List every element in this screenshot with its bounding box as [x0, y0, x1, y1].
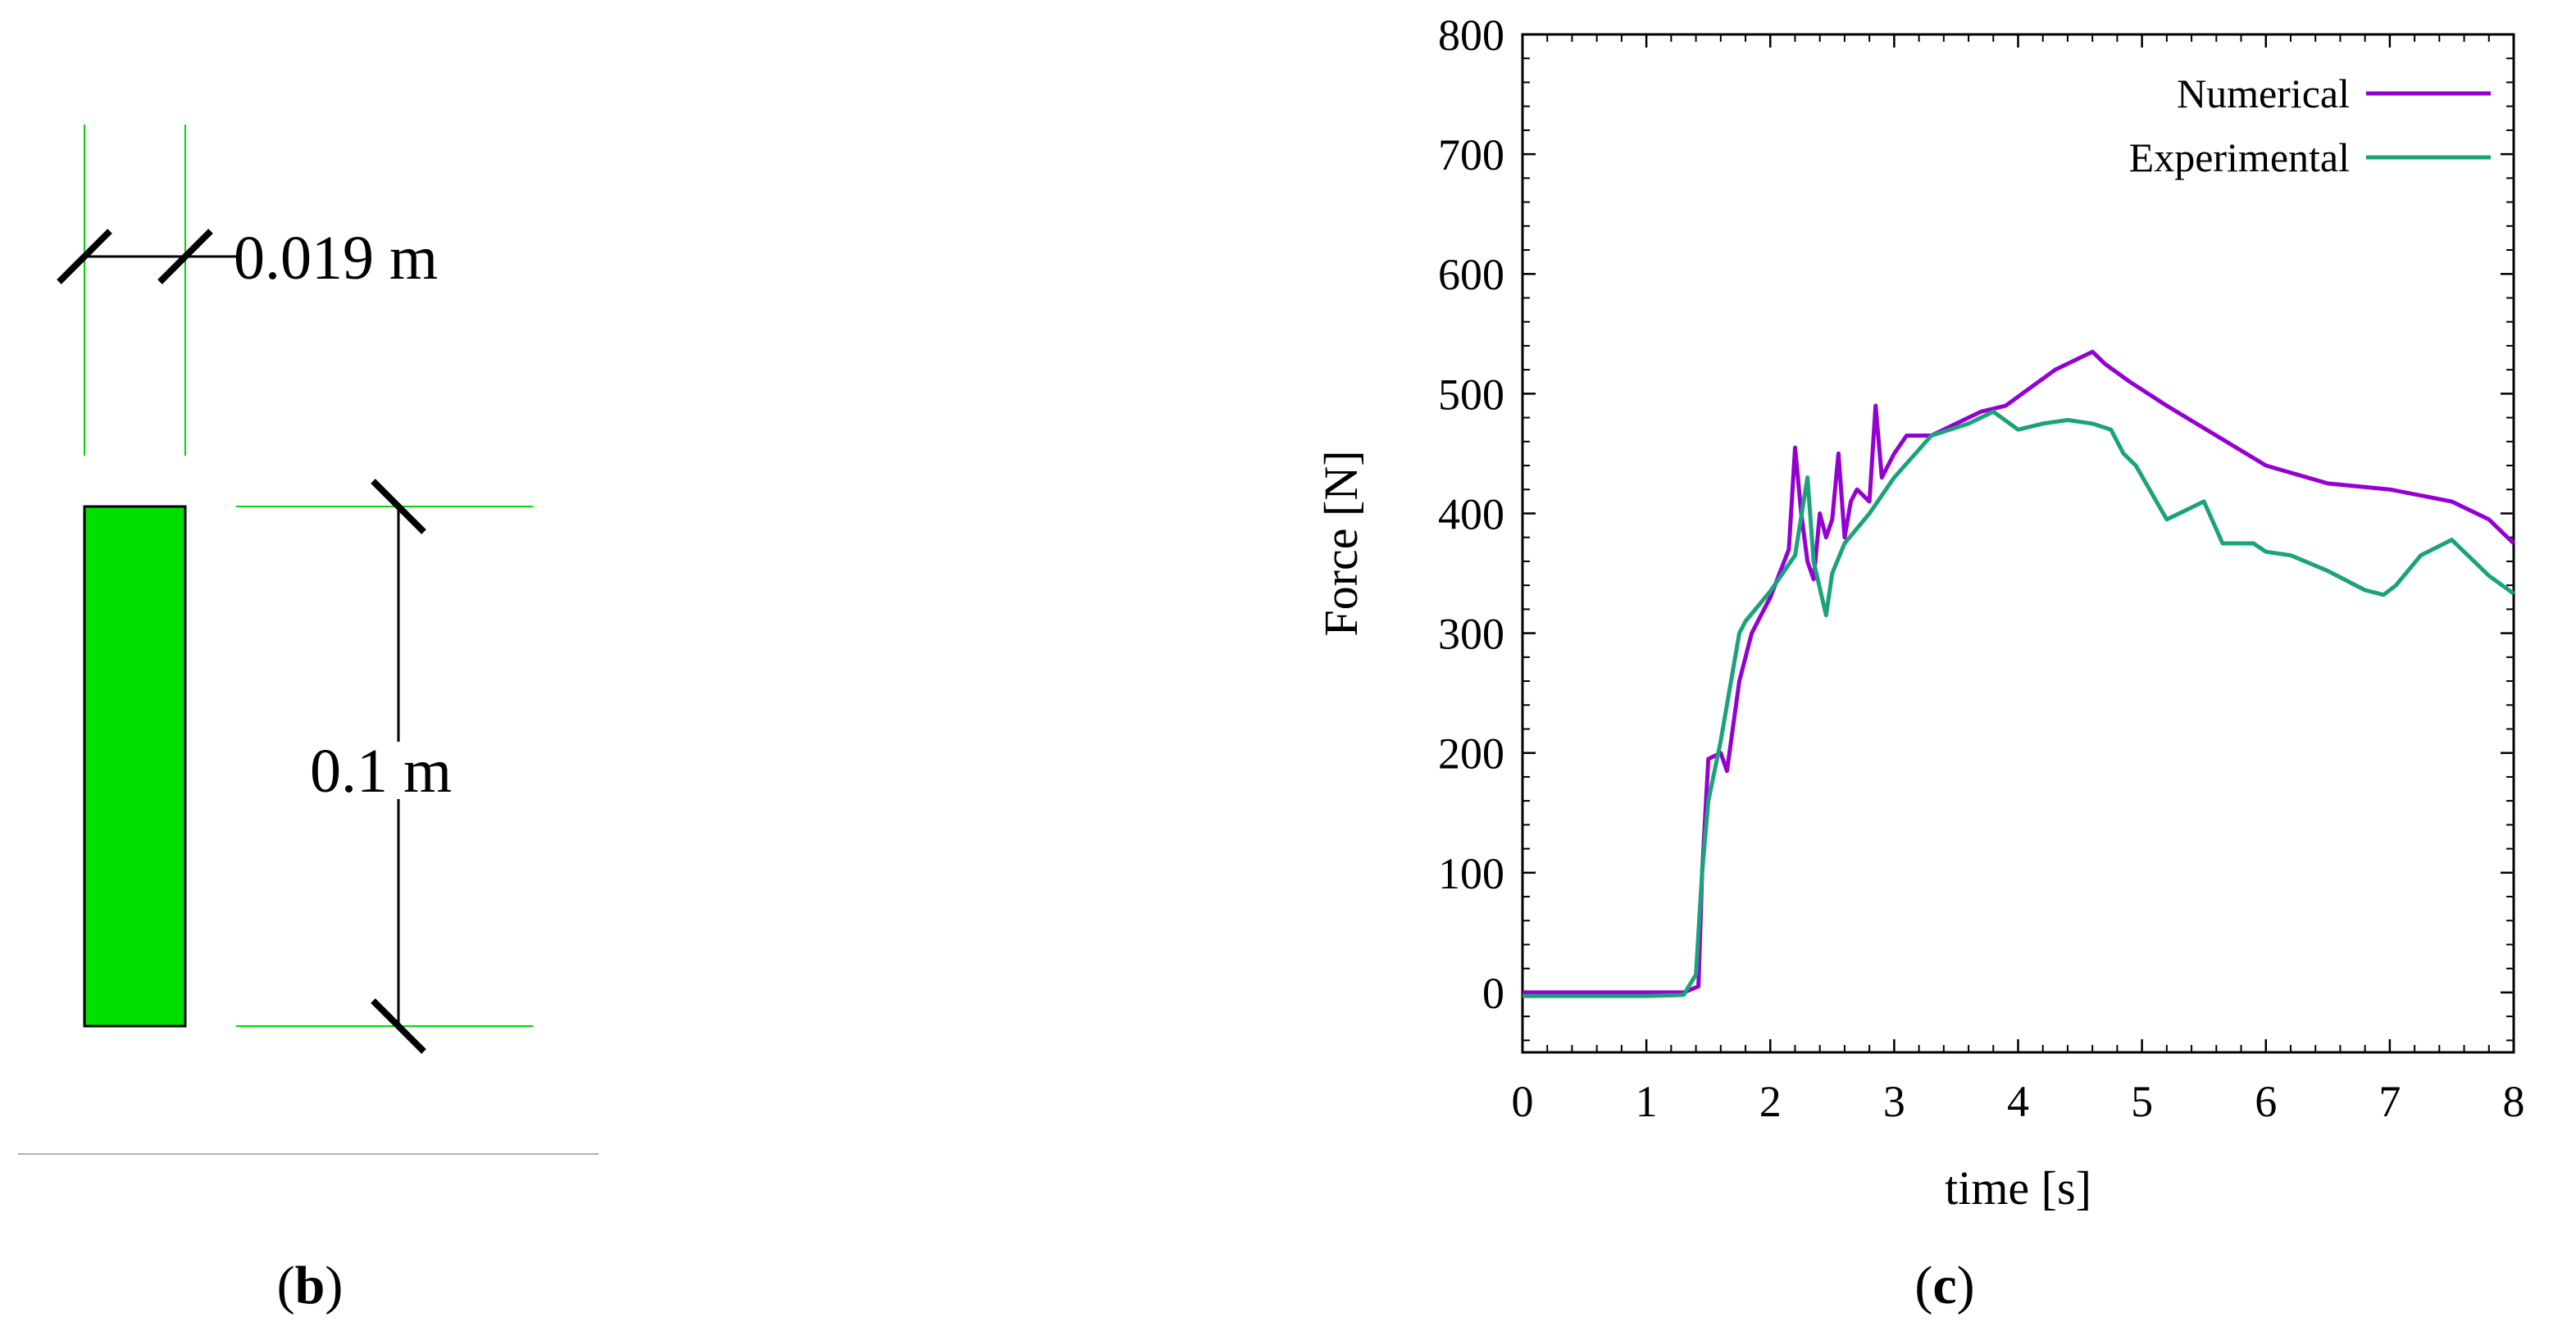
x-axis-label: time [s]: [1945, 1161, 2091, 1215]
width-tick-right: [157, 229, 213, 284]
panel-b-drawing: 0.019 m 0.1 m (b): [18, 125, 598, 1315]
x-tick-label: 7: [2378, 1077, 2401, 1126]
y-tick-label: 300: [1438, 610, 1504, 659]
y-tick-label: 500: [1438, 370, 1504, 419]
y-tick-label: 700: [1438, 130, 1504, 179]
axis-ticks: [1521, 33, 2515, 1052]
x-tick-label: 6: [2255, 1077, 2277, 1126]
legend-label-numerical: Numerical: [2177, 70, 2350, 116]
chart-legend: Numerical Experimental: [2129, 70, 2491, 180]
x-tick-label: 2: [1759, 1077, 1782, 1126]
x-tick-label: 5: [2131, 1077, 2153, 1126]
width-label: 0.019 m: [234, 224, 438, 293]
panel-b-caption: (b): [277, 1256, 344, 1315]
y-tick-label: 100: [1438, 849, 1504, 898]
panel-c-caption: (c): [1914, 1256, 1974, 1315]
series-line-experimental: [1522, 409, 2515, 998]
green-block: [83, 505, 187, 1028]
x-tick-label: 8: [2503, 1077, 2525, 1126]
x-tick-label: 1: [1636, 1077, 1658, 1126]
height-tick-top: [371, 479, 426, 534]
width-tick-left: [57, 229, 112, 284]
legend-label-experimental: Experimental: [2129, 134, 2350, 180]
plot-frame: [1521, 33, 2515, 1054]
height-label: 0.1 m: [310, 737, 452, 806]
x-tick-label: 0: [1512, 1077, 1534, 1126]
y-tick-label: 800: [1438, 11, 1504, 60]
panel-c-chart: 0 1 2 3 4 5 6 7 8 0 100 200 300 400 500 600 700 800 Numer…: [1314, 11, 2525, 1315]
x-tick-label: 4: [2007, 1077, 2029, 1126]
series-line-numerical: [1522, 349, 2515, 995]
data-series: [1522, 349, 2515, 998]
y-tick-label: 600: [1438, 250, 1504, 299]
axis-tick-labels: 0 1 2 3 4 5 6 7 8 0 100 200 300 400 500 600 700 800: [1438, 11, 2525, 1126]
y-axis-label: Force [N]: [1314, 450, 1368, 636]
y-tick-label: 400: [1438, 489, 1504, 538]
y-tick-label: 0: [1482, 969, 1504, 1018]
height-tick-bottom: [371, 998, 426, 1054]
y-tick-label: 200: [1438, 729, 1504, 779]
x-tick-label: 3: [1883, 1077, 1905, 1126]
